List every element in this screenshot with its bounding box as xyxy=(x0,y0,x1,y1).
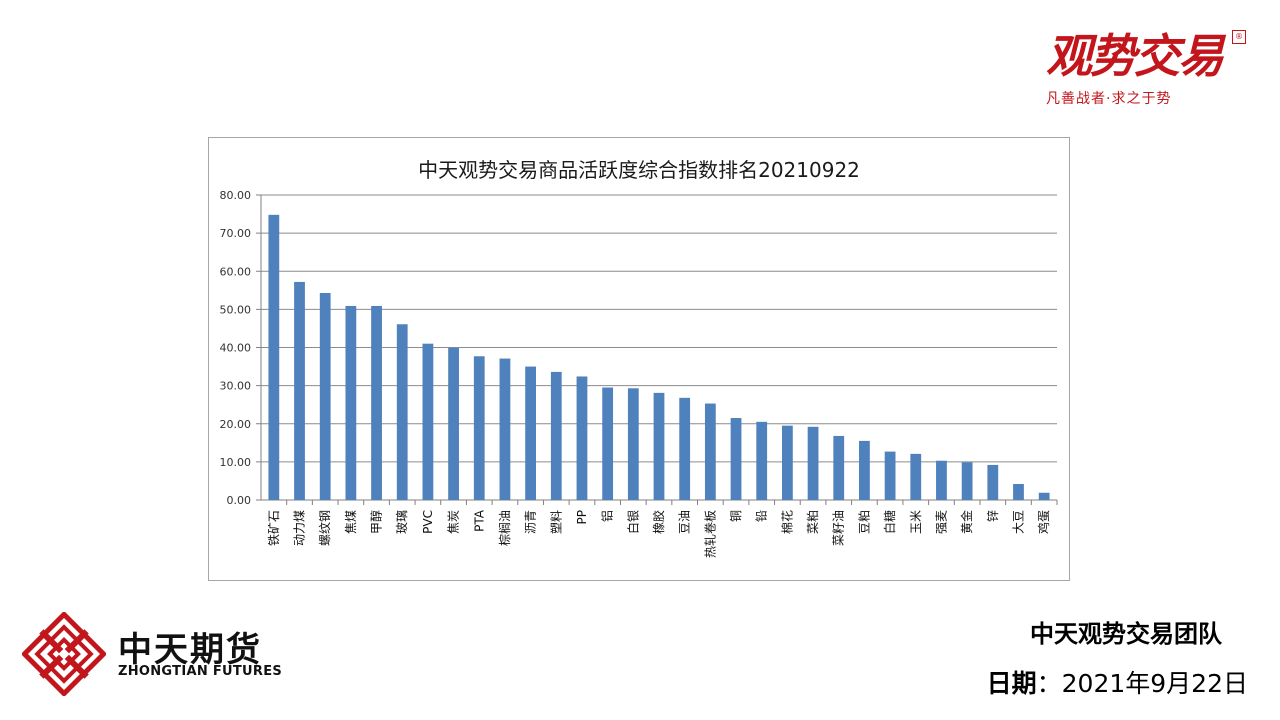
x-tick-label: 豆油 xyxy=(678,510,692,534)
bar xyxy=(268,214,280,500)
x-tick-label: 强麦 xyxy=(934,510,948,534)
y-tick-label: 30.00 xyxy=(220,380,252,393)
x-tick-label: PP xyxy=(575,510,589,524)
y-tick-label: 40.00 xyxy=(220,342,252,355)
x-tick-label: 玉米 xyxy=(909,510,923,534)
bar xyxy=(345,305,357,500)
company-name-cn: 中天期货 xyxy=(118,630,262,670)
bar xyxy=(910,453,922,500)
x-tick-label: 铝 xyxy=(600,510,615,522)
bar xyxy=(396,324,408,500)
y-tick-label: 0.00 xyxy=(227,494,252,507)
chart-title: 中天观势交易商品活跃度综合指数排名20210922 xyxy=(418,158,860,182)
y-tick-label: 20.00 xyxy=(220,418,252,431)
x-tick-label: 黄金 xyxy=(959,510,974,534)
x-tick-label: 白糖 xyxy=(882,510,897,534)
company-name-en: ZHONGTIAN FUTURES xyxy=(118,664,283,679)
bar xyxy=(730,418,742,500)
bar xyxy=(936,460,947,500)
y-tick-label: 50.00 xyxy=(220,303,252,316)
y-tick-label: 70.00 xyxy=(220,227,252,240)
bar xyxy=(499,358,511,500)
bar xyxy=(884,451,896,500)
bar xyxy=(371,305,382,500)
team-name: 中天观势交易团队 xyxy=(1030,620,1222,648)
bar xyxy=(576,376,588,500)
bar xyxy=(653,392,665,500)
x-tick-label: 焦煤 xyxy=(344,510,358,534)
bar xyxy=(781,425,793,500)
date-line: 日期：2021年9月22日 xyxy=(987,664,1248,700)
bar xyxy=(1038,492,1050,500)
x-tick-label: 甲醇 xyxy=(369,510,384,534)
x-tick-label: 锌 xyxy=(986,510,1000,522)
bar xyxy=(627,388,639,500)
x-tick-label: 焦炭 xyxy=(447,510,461,534)
company-logo: 中天期货 ZHONGTIAN FUTURES xyxy=(20,610,283,698)
date-separator: ： xyxy=(1036,669,1062,698)
bar xyxy=(550,371,562,500)
x-tick-label: 鸡蛋 xyxy=(1036,510,1051,534)
x-tick-label: 铜 xyxy=(728,510,743,522)
x-tick-label: 大豆 xyxy=(1011,510,1025,534)
x-tick-label: 菜籽油 xyxy=(832,510,846,546)
bar xyxy=(833,435,845,500)
x-tick-label: 橡胶 xyxy=(651,510,666,534)
brand-name: 观势交易 xyxy=(1046,29,1224,83)
bar xyxy=(525,366,537,500)
bar xyxy=(987,464,999,500)
x-tick-label: 热轧卷板 xyxy=(702,510,717,558)
brand-logo: 观势交易 ® 凡善战者·求之于势 xyxy=(1040,26,1250,110)
bar xyxy=(679,397,691,500)
brand-seal: ® xyxy=(1232,30,1246,44)
x-tick-label: 沥青 xyxy=(524,510,538,534)
x-tick-label: 菜粕 xyxy=(805,510,820,534)
bar xyxy=(704,403,716,500)
bar-chart: 0.00 10.00 20.00 30.00 40.00 50.00 60.00 70.00 8… xyxy=(220,189,1058,558)
x-tick-label: 螺纹钢 xyxy=(318,510,332,546)
bar xyxy=(859,440,870,500)
x-tick-label: 塑料 xyxy=(548,510,563,534)
bar xyxy=(961,462,973,500)
bar xyxy=(756,421,768,500)
y-tick-label: 80.00 xyxy=(220,189,252,202)
x-tick-label: 白银 xyxy=(625,510,640,534)
company-emblem-icon xyxy=(20,610,108,698)
bar xyxy=(473,356,485,500)
bar xyxy=(602,387,614,500)
x-tick-label: 铅 xyxy=(755,510,769,522)
date-label: 日期 xyxy=(986,669,1037,698)
date-value: 2021年9月22日 xyxy=(1061,669,1248,698)
x-tick-label: 铁矿石 xyxy=(267,510,281,546)
x-tick-label: 豆粕 xyxy=(856,510,871,534)
bar xyxy=(448,347,459,500)
x-tick-label: PTA xyxy=(472,509,486,532)
y-tick-label: 10.00 xyxy=(220,456,252,469)
chart-container: 0.00 10.00 20.00 30.00 40.00 50.00 60.00 70.00 8… xyxy=(208,137,1070,581)
x-tick-label: 棉花 xyxy=(779,510,794,534)
bar xyxy=(422,343,434,500)
x-tick-label: 棕榈油 xyxy=(497,510,512,546)
brand-slogan: 凡善战者·求之于势 xyxy=(1046,91,1172,107)
bar xyxy=(807,426,819,500)
y-tick-label: 60.00 xyxy=(220,265,252,278)
bar xyxy=(1013,483,1024,500)
x-tick-label: 玻璃 xyxy=(395,510,409,534)
bar xyxy=(319,292,331,500)
x-tick-label: PVC xyxy=(421,510,435,534)
bar xyxy=(294,281,305,500)
x-tick-label: 动力煤 xyxy=(293,510,307,546)
